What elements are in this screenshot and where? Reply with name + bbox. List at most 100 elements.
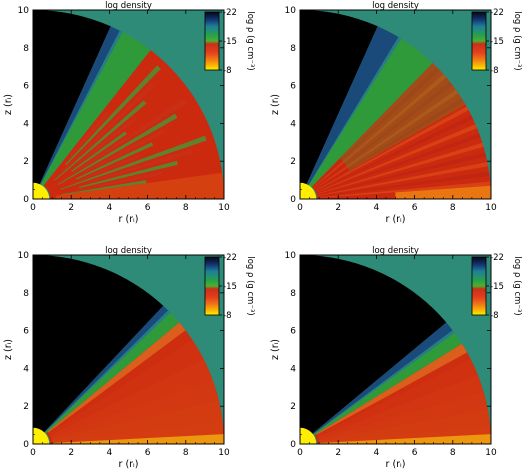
colorbar-tick-label: -15	[223, 282, 237, 292]
x-tick-label: 4	[374, 448, 380, 458]
density-map	[33, 255, 224, 444]
y-tick-label: 10	[285, 6, 297, 16]
x-tick-label: 8	[183, 448, 189, 458]
panel-title: log density	[105, 1, 152, 11]
x-axis-label: r (rᵢ)	[119, 459, 139, 470]
x-tick-label: 2	[335, 203, 341, 213]
y-tick-label: 6	[290, 82, 296, 92]
y-tick-label: 2	[23, 402, 29, 412]
x-tick-label: 10	[485, 203, 497, 213]
colorbar	[204, 256, 220, 316]
x-tick-label: 10	[218, 448, 230, 458]
y-tick-label: 0	[23, 440, 29, 450]
x-tick-label: 10	[218, 203, 230, 213]
x-tick-label: 0	[30, 203, 36, 213]
colorbar-tick-label: -15	[490, 282, 504, 292]
colorbar-tick-label: -15	[223, 37, 237, 47]
y-tick-label: 8	[23, 44, 29, 54]
panel-title: log density	[372, 246, 419, 256]
y-tick-label: 8	[290, 44, 296, 54]
x-tick-label: 6	[145, 448, 151, 458]
x-tick-label: 8	[450, 448, 456, 458]
colorbar-tick-label: -22	[223, 8, 237, 18]
y-tick-label: 0	[290, 195, 296, 205]
panel-title: log density	[105, 246, 152, 256]
y-tick-label: 10	[18, 251, 30, 261]
vacuum-region	[33, 255, 164, 444]
panel-3: 0 2 4 6 8 10 0 2 4 6 8 10 log density r (rᵢ) z (rᵢ) -22…	[3, 246, 255, 470]
y-tick-label: 6	[290, 327, 296, 337]
vacuum-region	[300, 10, 378, 199]
colorbar-tick-label: -8	[490, 66, 498, 76]
x-tick-label: 6	[412, 203, 418, 213]
y-tick-label: 8	[290, 289, 296, 299]
x-tick-label: 4	[107, 203, 113, 213]
density-map	[33, 10, 224, 199]
disk-region	[314, 343, 491, 444]
x-tick-label: 10	[485, 448, 497, 458]
y-axis-label: z (rᵢ)	[270, 339, 281, 360]
x-tick-label: 8	[183, 203, 189, 213]
vacuum-region	[33, 10, 111, 199]
y-axis-label: z (rᵢ)	[3, 339, 14, 360]
y-tick-label: 6	[23, 82, 29, 92]
y-tick-label: 0	[23, 195, 29, 205]
colorbar-label: log ρ (g cm⁻³)	[245, 11, 255, 70]
y-tick-label: 4	[23, 364, 29, 374]
x-tick-label: 8	[450, 203, 456, 213]
disk-region	[43, 50, 224, 199]
colorbar	[471, 11, 487, 71]
wind-region	[40, 32, 151, 188]
transition-layer	[43, 305, 171, 434]
central-star	[300, 182, 317, 199]
panel-4: 0 2 4 6 8 10 0 2 4 6 8 10 log density r (rᵢ) z (rᵢ) -22…	[270, 246, 522, 470]
panel-1: 0 2 4 6 8 10 0 2 4 6 8 10 log density r (rᵢ) z (rᵢ) -22…	[3, 1, 255, 225]
x-axis-label: r (rᵢ)	[386, 214, 406, 225]
panel-title: log density	[372, 1, 419, 11]
colorbar-tick-label: -22	[223, 253, 237, 263]
x-tick-label: 2	[68, 203, 74, 213]
x-tick-label: 2	[335, 448, 341, 458]
x-tick-label: 0	[30, 448, 36, 458]
vacuum-region	[300, 255, 447, 444]
x-tick-label: 6	[145, 203, 151, 213]
colorbar-label: log ρ (g cm⁻³)	[245, 256, 255, 315]
wind-region	[308, 38, 433, 189]
central-star	[33, 427, 50, 444]
y-tick-label: 2	[23, 157, 29, 167]
x-tick-label: 4	[374, 203, 380, 213]
x-tick-label: 6	[412, 448, 418, 458]
density-map	[300, 255, 491, 444]
y-tick-label: 4	[23, 119, 29, 129]
x-tick-label: 2	[68, 448, 74, 458]
y-tick-label: 10	[285, 251, 297, 261]
wind-region	[312, 332, 462, 436]
central-star	[300, 427, 317, 444]
x-axis-label: r (rᵢ)	[386, 459, 406, 470]
colorbar	[204, 11, 220, 71]
central-star	[33, 182, 50, 199]
transition-layer	[306, 26, 402, 187]
colorbar-tick-label: -22	[490, 8, 504, 18]
y-tick-label: 4	[290, 119, 296, 129]
y-axis-label: z (rᵢ)	[270, 94, 281, 115]
colorbar-label: log ρ (g cm⁻³)	[512, 256, 522, 315]
x-tick-label: 0	[297, 203, 303, 213]
colorbar-label: log ρ (g cm⁻³)	[512, 11, 522, 70]
colorbar	[471, 256, 487, 316]
colorbar-tick-label: -8	[490, 311, 498, 321]
y-tick-label: 8	[23, 289, 29, 299]
wind-region	[44, 312, 180, 435]
panel-2: 0 2 4 6 8 10 0 2 4 6 8 10 log density r (rᵢ) z (rᵢ) -22…	[270, 1, 522, 225]
colorbar-tick-label: -8	[223, 311, 231, 321]
x-tick-label: 0	[297, 448, 303, 458]
transition-layer	[311, 322, 455, 436]
y-tick-label: 2	[290, 157, 296, 167]
density-map	[300, 10, 491, 199]
disk-region	[46, 322, 224, 444]
x-axis-label: r (rᵢ)	[119, 214, 139, 225]
colorbar-tick-label: -15	[490, 37, 504, 47]
y-tick-label: 6	[23, 327, 29, 337]
colorbar-tick-label: -22	[490, 253, 504, 263]
